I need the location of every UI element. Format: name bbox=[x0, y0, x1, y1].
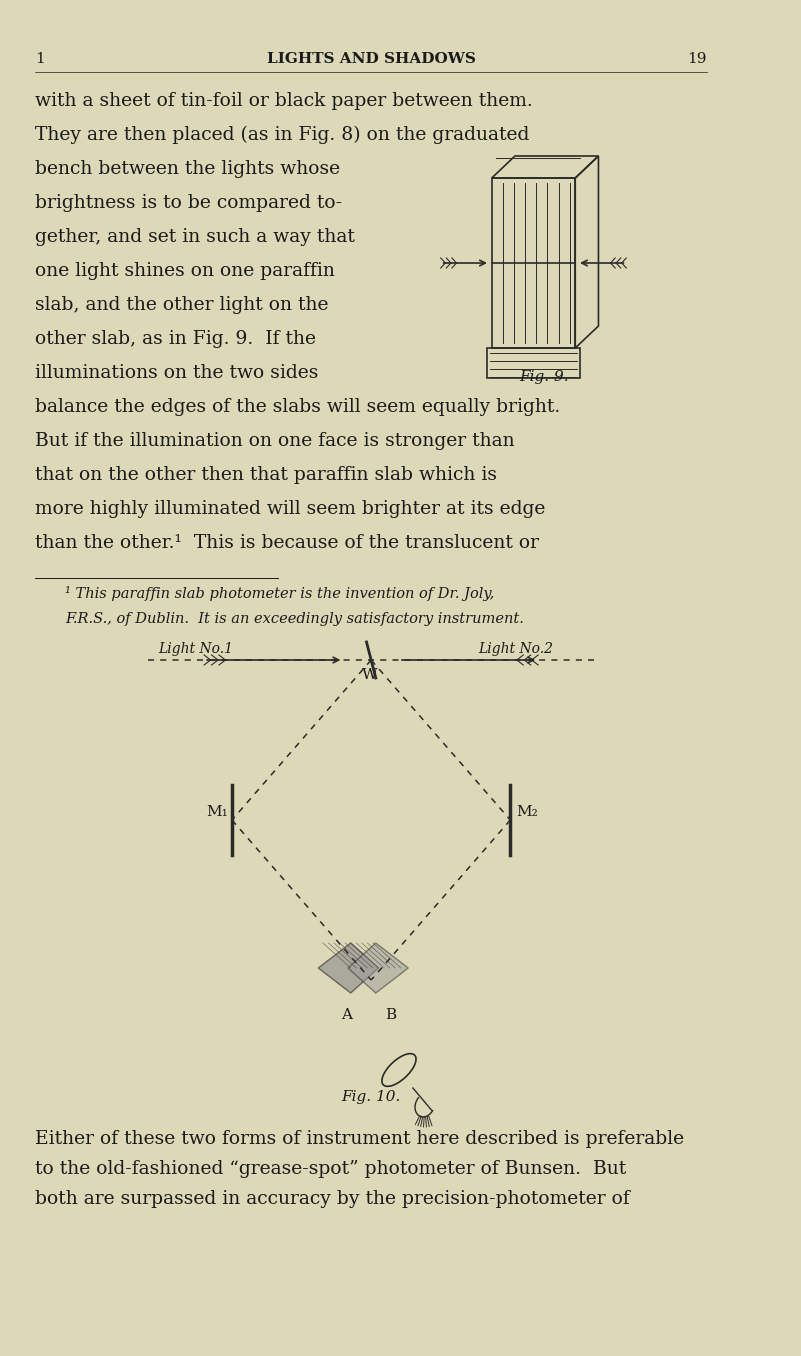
Text: that on the other then that paraffin slab which is: that on the other then that paraffin sla… bbox=[35, 466, 497, 484]
Text: ¹ This paraffin slab photometer is the invention of Dr. Joly,: ¹ This paraffin slab photometer is the i… bbox=[65, 586, 494, 601]
Text: But if the illumination on one face is stronger than: But if the illumination on one face is s… bbox=[35, 433, 515, 450]
Text: bench between the lights whose: bench between the lights whose bbox=[35, 160, 340, 178]
Text: brightness is to be compared to-: brightness is to be compared to- bbox=[35, 194, 342, 212]
Text: illuminations on the two sides: illuminations on the two sides bbox=[35, 363, 319, 382]
Text: M₁: M₁ bbox=[206, 805, 227, 819]
Text: They are then placed (as in Fig. 8) on the graduated: They are then placed (as in Fig. 8) on t… bbox=[35, 126, 529, 144]
Text: than the other.¹  This is because of the translucent or: than the other.¹ This is because of the … bbox=[35, 534, 539, 552]
Text: F.R.S., of Dublin.  It is an exceedingly satisfactory instrument.: F.R.S., of Dublin. It is an exceedingly … bbox=[65, 612, 524, 626]
Text: LIGHTS AND SHADOWS: LIGHTS AND SHADOWS bbox=[267, 52, 476, 66]
Polygon shape bbox=[318, 942, 379, 993]
Text: gether, and set in such a way that: gether, and set in such a way that bbox=[35, 228, 355, 245]
Text: 1: 1 bbox=[35, 52, 45, 66]
Text: 19: 19 bbox=[687, 52, 707, 66]
Text: other slab, as in Fig. 9.  If the: other slab, as in Fig. 9. If the bbox=[35, 330, 316, 348]
Text: W: W bbox=[362, 669, 377, 682]
Text: Fig. 9.: Fig. 9. bbox=[520, 370, 570, 384]
Text: to the old-fashioned “grease-spot” photometer of Bunsen.  But: to the old-fashioned “grease-spot” photo… bbox=[35, 1159, 626, 1178]
Text: Light No.1: Light No.1 bbox=[158, 641, 233, 656]
Text: one light shines on one paraffin: one light shines on one paraffin bbox=[35, 262, 335, 279]
Text: balance the edges of the slabs will seem equally bright.: balance the edges of the slabs will seem… bbox=[35, 399, 561, 416]
Text: both are surpassed in accuracy by the precision-photometer of: both are surpassed in accuracy by the pr… bbox=[35, 1191, 630, 1208]
Text: A: A bbox=[341, 1008, 352, 1022]
Text: Either of these two forms of instrument here described is preferable: Either of these two forms of instrument … bbox=[35, 1130, 684, 1149]
Text: Fig. 10.: Fig. 10. bbox=[341, 1090, 400, 1104]
Text: B: B bbox=[385, 1008, 396, 1022]
Text: M₂: M₂ bbox=[516, 805, 537, 819]
Text: with a sheet of tin-foil or black paper between them.: with a sheet of tin-foil or black paper … bbox=[35, 92, 533, 110]
Text: slab, and the other light on the: slab, and the other light on the bbox=[35, 296, 328, 315]
Polygon shape bbox=[348, 942, 409, 993]
Text: more highly illuminated will seem brighter at its edge: more highly illuminated will seem bright… bbox=[35, 500, 545, 518]
Text: Light No.2: Light No.2 bbox=[478, 641, 553, 656]
